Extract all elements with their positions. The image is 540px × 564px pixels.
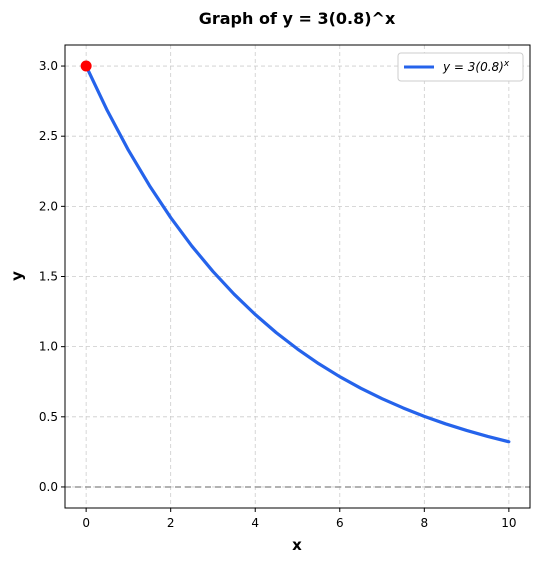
series-group	[84, 64, 511, 444]
x-ticks: 0 2 4 6 8 10	[82, 508, 517, 530]
x-tick-label: 4	[251, 516, 259, 530]
x-axis-label: x	[292, 536, 302, 554]
x-tick-label: 2	[167, 516, 175, 530]
legend: y = 3(0.8)x	[397, 52, 524, 82]
series-line	[84, 64, 511, 444]
legend-main-text: y = 3(0.8)	[442, 60, 504, 74]
y-tick-label: 2.0	[39, 199, 58, 213]
x-tick-label: 0	[82, 516, 90, 530]
y-tick-label: 2.5	[39, 129, 58, 143]
legend-superscript: x	[503, 59, 510, 69]
x-tick-label: 10	[501, 516, 516, 530]
x-tick-label: 6	[336, 516, 344, 530]
y-tick-label: 1.0	[39, 340, 58, 354]
legend-label: y = 3(0.8)x	[442, 59, 510, 74]
chart-title: Graph of y = 3(0.8)^x	[199, 9, 396, 28]
y-tick-label: 1.5	[39, 270, 58, 284]
y-tick-label: 3.0	[39, 59, 58, 73]
y-axis-label: y	[8, 271, 26, 281]
grid	[65, 45, 530, 508]
x-tick-label: 8	[420, 516, 428, 530]
start-point	[80, 60, 92, 72]
y-tick-label: 0.0	[39, 480, 58, 494]
y-ticks: 0.0 0.5 1.0 1.5 2.0 2.5 3.0	[39, 59, 65, 494]
y-tick-label: 0.5	[39, 410, 58, 424]
legend-box	[397, 52, 524, 82]
points-group	[80, 60, 92, 72]
